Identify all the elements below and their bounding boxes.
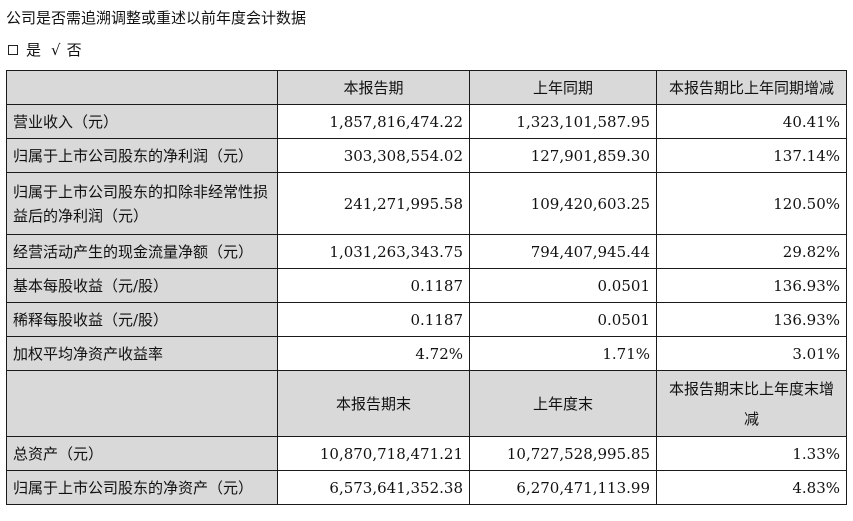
change-value: 40.41% (656, 104, 847, 139)
checkbox-icon (8, 44, 18, 55)
change-value: 4.83% (656, 470, 847, 505)
restatement-choice: 是 √ 否 (6, 40, 82, 60)
current-value: 303,308,554.02 (277, 138, 470, 173)
current-value: 4.72% (277, 336, 470, 371)
row-label: 总资产（元） (6, 436, 278, 471)
row-label: 归属于上市公司股东的净资产（元） (6, 470, 278, 505)
change-value: 136.93% (656, 302, 847, 337)
current-value: 0.1187 (277, 268, 470, 303)
table-subheader-row: 本报告期末 上年度末 本报告期末比上年度末增减 (6, 370, 847, 437)
financial-data-table: 本报告期 上年同期 本报告期比上年同期增减 营业收入（元） 1,857,816,… (6, 70, 847, 505)
prior-value: 109,420,603.25 (469, 172, 657, 235)
prior-value: 1,323,101,587.95 (469, 104, 657, 139)
header-prior-period: 上年同期 (469, 70, 657, 105)
table-row: 营业收入（元） 1,857,816,474.22 1,323,101,587.9… (6, 104, 847, 139)
section-heading: 公司是否需追溯调整或重述以前年度会计数据 (6, 9, 307, 27)
table-row: 稀释每股收益（元/股） 0.1187 0.0501 136.93% (6, 302, 847, 337)
choice-no-label: 否 (66, 41, 82, 59)
change-value: 1.33% (656, 436, 847, 471)
prior-value: 0.0501 (469, 268, 657, 303)
change-value: 29.82% (656, 234, 847, 269)
change-value: 136.93% (656, 268, 847, 303)
change-value: 3.01% (656, 336, 847, 371)
table-row: 总资产（元） 10,870,718,471.21 10,727,528,995.… (6, 436, 847, 471)
header-prior-year-end: 上年度末 (469, 370, 657, 437)
row-label: 基本每股收益（元/股） (6, 268, 278, 303)
table-row: 归属于上市公司股东的净利润（元） 303,308,554.02 127,901,… (6, 138, 847, 173)
change-value: 120.50% (656, 172, 847, 235)
row-label: 归属于上市公司股东的扣除非经常性损益后的净利润（元） (6, 172, 278, 235)
table-row: 归属于上市公司股东的净资产（元） 6,573,641,352.38 6,270,… (6, 470, 847, 505)
table-row: 归属于上市公司股东的扣除非经常性损益后的净利润（元） 241,271,995.5… (6, 172, 847, 235)
current-value: 241,271,995.58 (277, 172, 470, 235)
prior-value: 127,901,859.30 (469, 138, 657, 173)
header-blank-cell (6, 70, 278, 105)
current-value: 6,573,641,352.38 (277, 470, 470, 505)
row-label: 经营活动产生的现金流量净额（元） (6, 234, 278, 269)
header-period-end-change: 本报告期末比上年度末增减 (656, 370, 847, 437)
change-value: 137.14% (656, 138, 847, 173)
table-row: 加权平均净资产收益率 4.72% 1.71% 3.01% (6, 336, 847, 371)
header-change: 本报告期比上年同期增减 (656, 70, 847, 105)
current-value: 1,031,263,343.75 (277, 234, 470, 269)
table-row: 经营活动产生的现金流量净额（元） 1,031,263,343.75 794,40… (6, 234, 847, 269)
table-header-row: 本报告期 上年同期 本报告期比上年同期增减 (6, 70, 847, 105)
row-label: 归属于上市公司股东的净利润（元） (6, 138, 278, 173)
prior-value: 1.71% (469, 336, 657, 371)
row-label: 稀释每股收益（元/股） (6, 302, 278, 337)
row-label: 加权平均净资产收益率 (6, 336, 278, 371)
prior-value: 10,727,528,995.85 (469, 436, 657, 471)
choice-yes-label: 是 (26, 41, 42, 59)
prior-value: 0.0501 (469, 302, 657, 337)
check-mark-icon: √ (51, 41, 61, 59)
header-current-period: 本报告期 (277, 70, 470, 105)
prior-value: 794,407,945.44 (469, 234, 657, 269)
current-value: 0.1187 (277, 302, 470, 337)
header-period-end: 本报告期末 (277, 370, 470, 437)
row-label: 营业收入（元） (6, 104, 278, 139)
table-row: 基本每股收益（元/股） 0.1187 0.0501 136.93% (6, 268, 847, 303)
current-value: 10,870,718,471.21 (277, 436, 470, 471)
prior-value: 6,270,471,113.99 (469, 470, 657, 505)
subheader-blank-cell (6, 370, 278, 437)
current-value: 1,857,816,474.22 (277, 104, 470, 139)
